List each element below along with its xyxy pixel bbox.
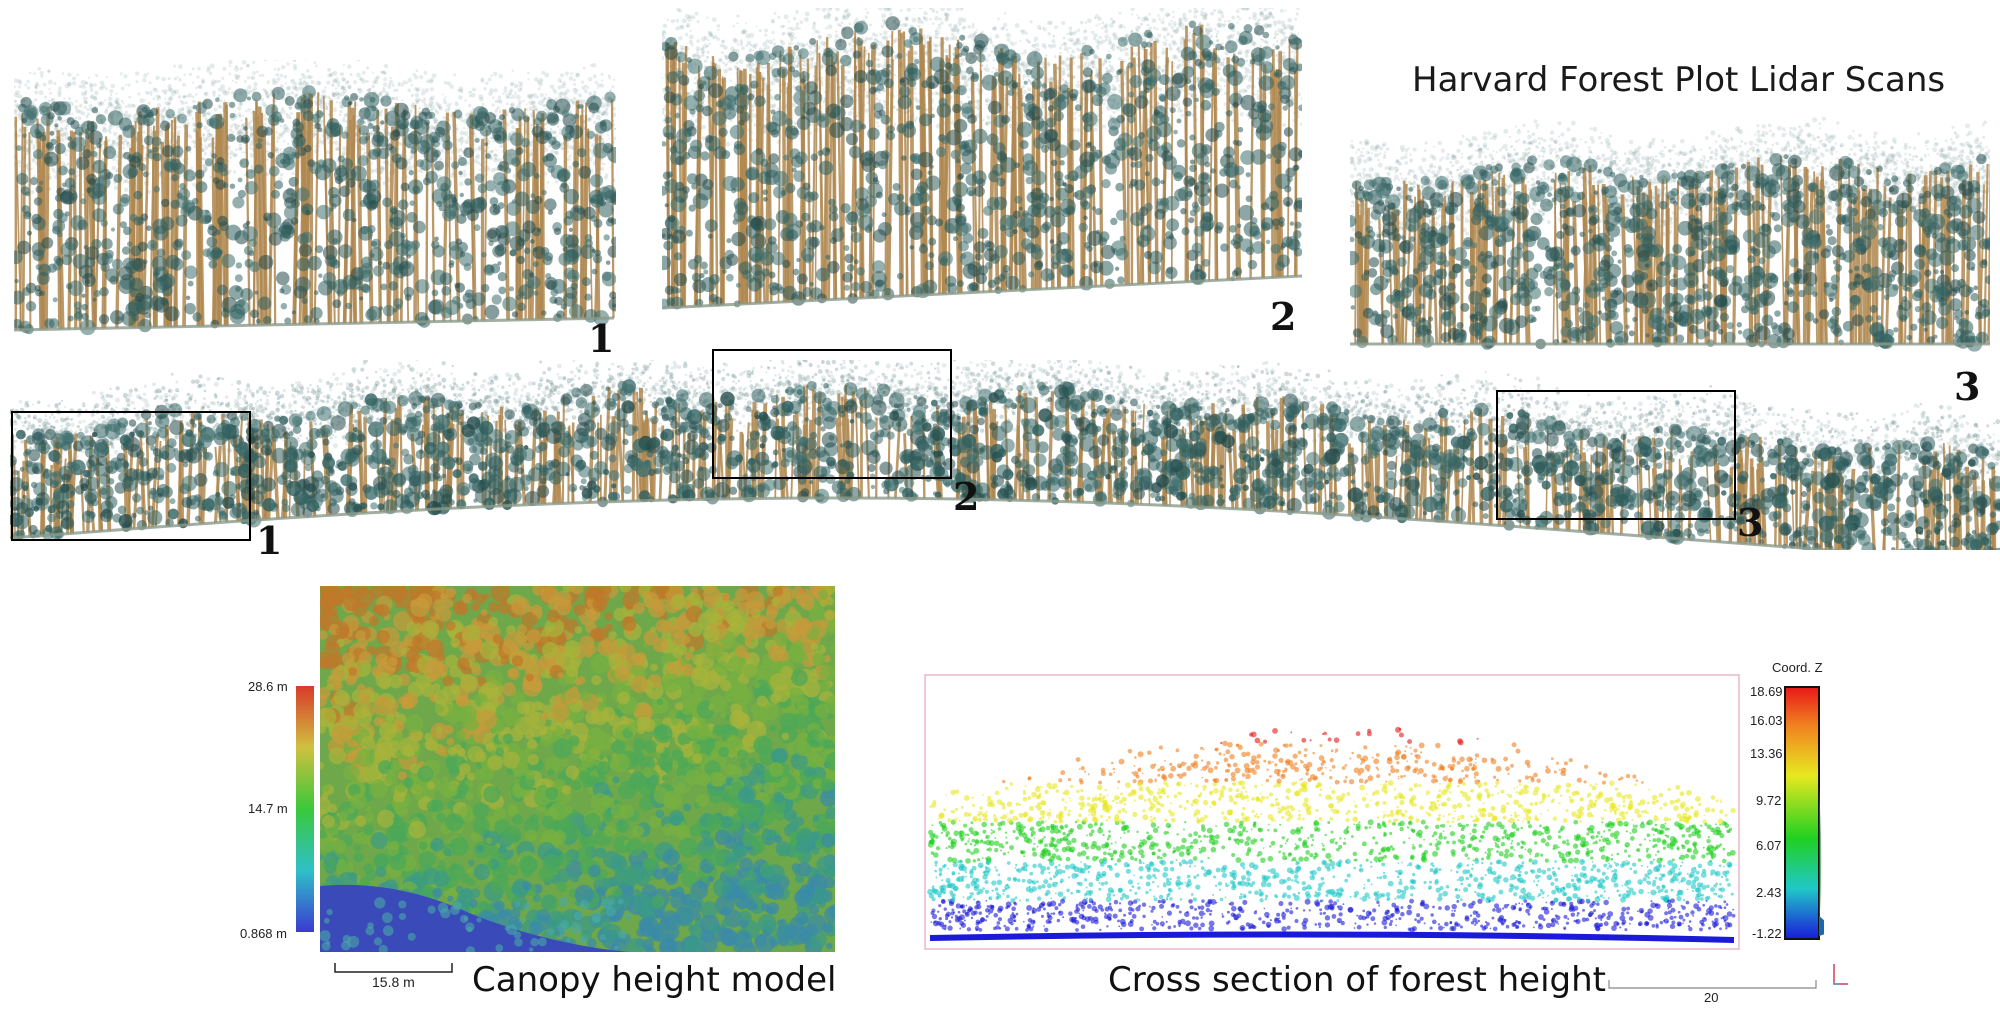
panorama-box-1 — [11, 411, 251, 541]
xsec-tick-9-72: 9.72 — [1756, 793, 1781, 808]
xsec-tick-6-07: 6.07 — [1756, 838, 1781, 853]
scan-3-label: 3 — [1954, 364, 1980, 409]
axis-triad-icon — [1833, 964, 1848, 985]
chm-colorbar — [296, 686, 314, 932]
xsec-colorbar-title: Coord. Z — [1772, 660, 1823, 675]
panorama-box-1-label: 1 — [256, 518, 282, 563]
scan-2-label: 2 — [1270, 294, 1296, 339]
lidar-scan-2-image — [662, 8, 1302, 310]
scan-1-label: 1 — [588, 316, 614, 361]
xsec-caption: Cross section of forest height — [1108, 960, 1606, 1000]
xsec-scale-bar — [1608, 980, 1817, 989]
xsec-tick-minus-1-22: -1.22 — [1752, 926, 1782, 941]
xsec-tick-2-43: 2.43 — [1756, 885, 1781, 900]
chm-caption: Canopy height model — [472, 960, 837, 1000]
xsec-tick-18-69: 18.69 — [1750, 684, 1783, 699]
lidar-panorama-image — [10, 360, 2000, 550]
panorama-box-3-label: 3 — [1737, 500, 1763, 545]
xsec-scale-bar-label: 20 — [1704, 990, 1718, 1005]
lidar-scan-3-image — [1350, 116, 1990, 352]
figure-title: Harvard Forest Plot Lidar Scans — [1412, 60, 1945, 100]
chm-tick-max: 28.6 m — [248, 679, 288, 694]
chm-tick-min: 0.868 m — [240, 926, 287, 941]
xsec-tick-13-36: 13.36 — [1750, 746, 1783, 761]
panorama-box-3 — [1496, 390, 1736, 520]
panorama-box-2-label: 2 — [953, 474, 979, 519]
lidar-scan-1-image — [14, 60, 616, 336]
chm-scale-bar — [334, 963, 453, 973]
chm-scale-bar-label: 15.8 m — [372, 974, 415, 990]
chm-tick-mid: 14.7 m — [248, 801, 288, 816]
panorama-box-2 — [712, 349, 952, 479]
canopy-height-model-image — [320, 586, 835, 952]
cross-section-image — [924, 674, 1740, 950]
xsec-tick-16-03: 16.03 — [1750, 713, 1783, 728]
xsec-colorbar — [1784, 686, 1824, 940]
